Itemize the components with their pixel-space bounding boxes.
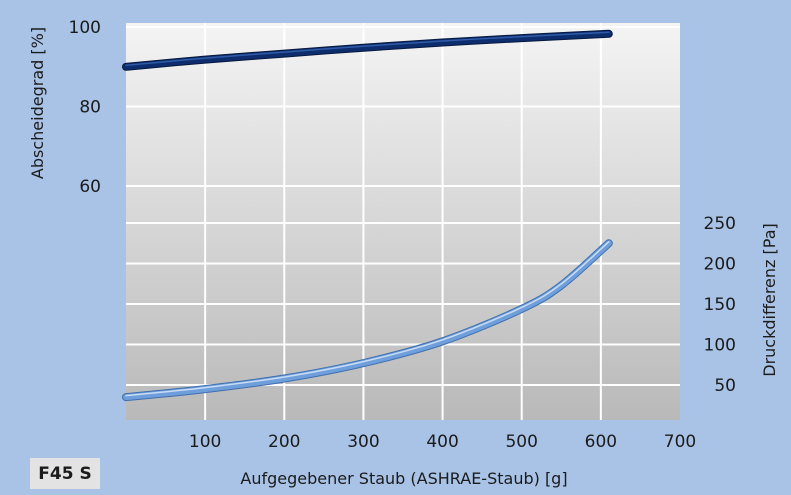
y-left-tick-label: 60 [79,177,101,197]
x-tick-label: 500 [505,432,537,452]
model-badge: F45 S [30,458,100,489]
y-axis-left-label: Abscheidegrad [%] [28,27,47,179]
x-tick-label: 700 [664,432,696,452]
series-line-highlight [125,31,610,67]
y-right-tick-label: 150 [704,295,736,315]
abscheidegrad-line [123,30,612,70]
y-right-tick-label: 200 [704,255,736,275]
x-tick-label: 400 [426,432,458,452]
series-layer [122,29,613,402]
x-tick-label: 200 [268,432,300,452]
y-right-tick-label: 50 [714,376,736,396]
tick-labels: 100 200 300 400 500 600 700 60 80 100 50 100 150 200 2… [69,18,736,452]
y-right-tick-label: 250 [704,214,736,234]
druckdifferenz-line [123,240,612,401]
x-tick-label: 600 [585,432,617,452]
x-axis-label: Aufgegebener Staub (ASHRAE-Staub) [g] [240,469,567,488]
x-tick-label: 300 [347,432,379,452]
y-left-tick-label: 80 [79,98,101,118]
y-left-tick-label: 100 [69,18,101,38]
y-right-tick-label: 100 [704,336,736,356]
plot-area [126,23,680,420]
x-tick-label: 100 [189,432,221,452]
y-axis-right-label: Druckdifferenz [Pa] [760,223,779,376]
series-line-highlight [125,241,610,397]
